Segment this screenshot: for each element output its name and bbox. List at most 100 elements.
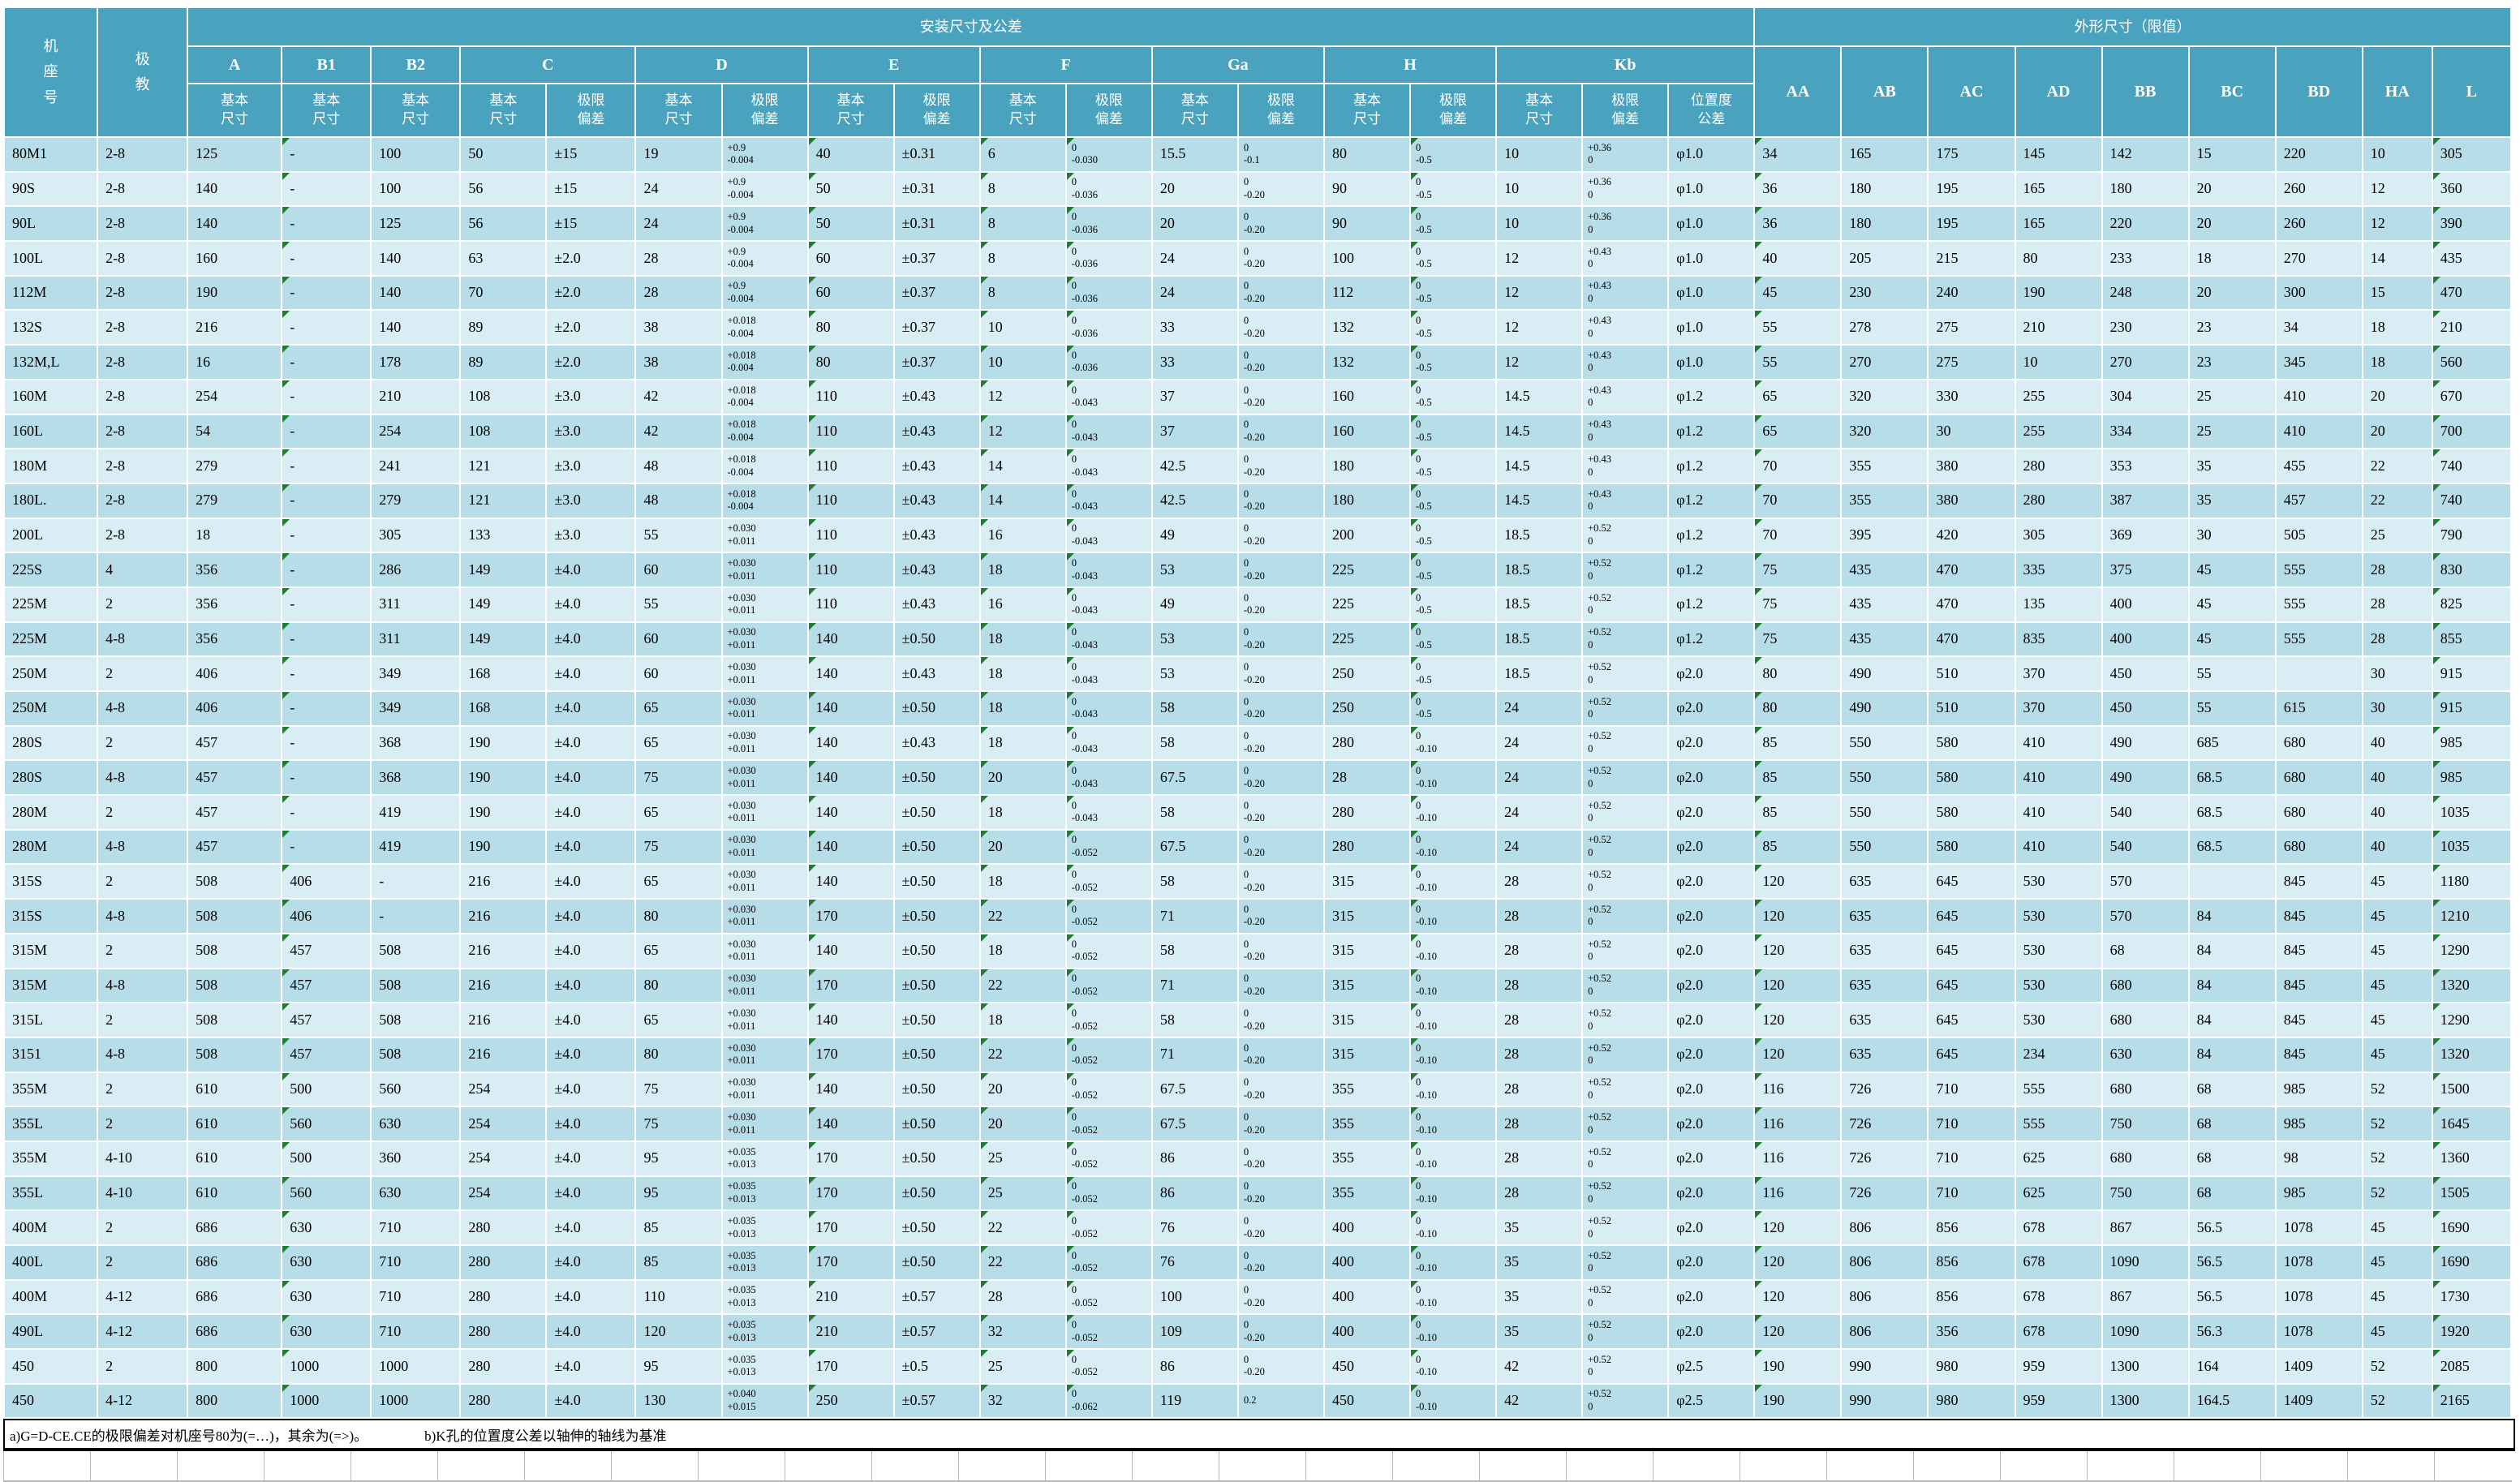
cell-ac[interactable]: 856 [1927,1209,2016,1246]
cell-ga_basic[interactable]: 86 [1150,1140,1239,1177]
cell-b1[interactable]: 500 [281,1140,372,1177]
subheader-basic-size-B1[interactable]: 基本 尺寸 [281,83,372,138]
cell-d_dev[interactable]: +0.030 +0.011 [720,724,809,762]
cell-bd[interactable]: 1078 [2274,1278,2363,1316]
cell-frame[interactable]: 225S [2,552,99,588]
cell-ga_basic[interactable]: 67.5 [1150,828,1239,866]
cell-f_dev[interactable]: 0 -0.043 [1064,690,1153,727]
cell-d_dev[interactable]: +0.030 +0.011 [720,898,809,934]
cell-ga_basic[interactable]: 24 [1150,274,1239,311]
cell-d_dev[interactable]: +0.030 +0.011 [720,967,809,1004]
cell-ab[interactable]: 355 [1840,448,1929,484]
cell-aa[interactable]: 75 [1753,586,1843,623]
cell-h_basic[interactable]: 315 [1322,932,1412,969]
cell-b2[interactable]: 630 [370,1106,462,1142]
cell-a[interactable]: 508 [187,1002,283,1038]
cell-ac[interactable]: 645 [1927,863,2016,900]
cell-frame[interactable]: 315S [2,863,99,900]
subheader-limit-dev-E[interactable]: 极限 偏差 [892,83,981,138]
cell-ad[interactable]: 678 [2014,1278,2103,1316]
cell-poles[interactable]: 2 [97,1002,189,1038]
cell-h_basic[interactable]: 225 [1322,552,1412,588]
cell-aa[interactable]: 75 [1753,621,1843,658]
header-col-BD[interactable]: BD [2274,45,2363,138]
cell-poles[interactable]: 2-8 [97,205,189,243]
cell-ga_dev[interactable]: 0 -0.20 [1236,586,1325,623]
cell-frame[interactable]: 90L [2,205,99,243]
cell-ab[interactable]: 550 [1840,759,1929,797]
cell-c_basic[interactable]: 50 [459,136,548,173]
cell-h_dev[interactable]: 0 -0.5 [1408,170,1498,208]
cell-f_basic[interactable]: 10 [978,309,1067,346]
cell-ha[interactable]: 28 [2361,586,2433,623]
cell-b1[interactable]: 457 [281,932,372,969]
cell-bc[interactable]: 84 [2187,932,2277,969]
cell-b2[interactable]: 508 [370,932,462,969]
cell-poles[interactable]: 2-8 [97,413,189,450]
subheader-basic-size-B2[interactable]: 基本 尺寸 [370,83,462,138]
cell-f_basic[interactable]: 20 [978,828,1067,866]
cell-f_basic[interactable]: 20 [978,1071,1067,1108]
cell-kb_dev[interactable]: +0.43 0 [1581,309,1670,346]
cell-c_basic[interactable]: 149 [459,621,548,658]
cell-bb[interactable]: 230 [2101,309,2190,346]
cell-f_dev[interactable]: 0 -0.062 [1064,1382,1153,1420]
cell-b1[interactable]: - [281,274,372,311]
cell-a[interactable]: 406 [187,690,283,727]
cell-kb_dev[interactable]: +0.36 0 [1581,170,1670,208]
cell-l[interactable]: 985 [2431,759,2513,797]
cell-aa[interactable]: 120 [1753,1244,1843,1281]
cell-ga_dev[interactable]: 0 -0.20 [1236,621,1325,658]
cell-bc[interactable]: 84 [2187,967,2277,1004]
cell-poles[interactable]: 2-8 [97,378,189,415]
cell-ab[interactable]: 806 [1840,1209,1929,1246]
cell-c_basic[interactable]: 190 [459,759,548,797]
cell-ac[interactable]: 580 [1927,759,2016,797]
cell-d_dev[interactable]: +0.018 -0.004 [720,448,809,484]
cell-f_dev[interactable]: 0 -0.043 [1064,759,1153,797]
cell-ab[interactable]: 635 [1840,932,1929,969]
cell-e_dev[interactable]: ±0.31 [892,205,981,243]
cell-d_basic[interactable]: 65 [634,690,723,727]
cell-e_basic[interactable]: 50 [806,170,895,208]
cell-ac[interactable]: 240 [1927,274,2016,311]
cell-poles[interactable]: 2-8 [97,517,189,554]
header-col-Kb[interactable]: Kb [1495,45,1756,84]
cell-poles[interactable]: 4 [97,552,189,588]
cell-h_dev[interactable]: 0 -0.10 [1408,1278,1498,1316]
cell-kb_dev[interactable]: +0.52 0 [1581,621,1670,658]
cell-poles[interactable]: 2 [97,724,189,762]
cell-bc[interactable]: 84 [2187,898,2277,934]
cell-h_basic[interactable]: 28 [1322,759,1412,797]
cell-aa[interactable]: 85 [1753,724,1843,762]
cell-bb[interactable]: 680 [2101,1071,2190,1108]
cell-bd[interactable]: 845 [2274,898,2363,934]
cell-bd[interactable]: 345 [2274,344,2363,380]
cell-f_basic[interactable]: 8 [978,240,1067,277]
cell-a[interactable]: 800 [187,1348,283,1385]
cell-ga_dev[interactable]: 0 -0.20 [1236,794,1325,831]
cell-ac[interactable]: 645 [1927,1036,2016,1073]
cell-poles[interactable]: 2 [97,1348,189,1385]
cell-ga_basic[interactable]: 53 [1150,655,1239,692]
cell-f_dev[interactable]: 0 -0.052 [1064,1244,1153,1281]
cell-ad[interactable]: 625 [2014,1140,2103,1177]
cell-c_basic[interactable]: 149 [459,586,548,623]
cell-b1[interactable]: 630 [281,1278,372,1316]
cell-ga_basic[interactable]: 76 [1150,1244,1239,1281]
cell-ad[interactable]: 280 [2014,482,2103,519]
cell-aa[interactable]: 75 [1753,552,1843,588]
cell-f_dev[interactable]: 0 -0.036 [1064,309,1153,346]
cell-kb_dev[interactable]: +0.43 0 [1581,448,1670,484]
cell-bb[interactable]: 400 [2101,586,2190,623]
cell-e_basic[interactable]: 140 [806,863,895,900]
cell-b1[interactable]: - [281,655,372,692]
cell-pos_tol[interactable]: φ2.0 [1667,794,1756,831]
cell-bd[interactable]: 1409 [2274,1382,2363,1420]
cell-d_basic[interactable]: 19 [634,136,723,173]
cell-b2[interactable]: 508 [370,967,462,1004]
cell-f_basic[interactable]: 25 [978,1175,1067,1212]
cell-d_dev[interactable]: +0.030 +0.011 [720,828,809,866]
cell-e_dev[interactable]: ±0.43 [892,378,981,415]
cell-c_basic[interactable]: 108 [459,378,548,415]
